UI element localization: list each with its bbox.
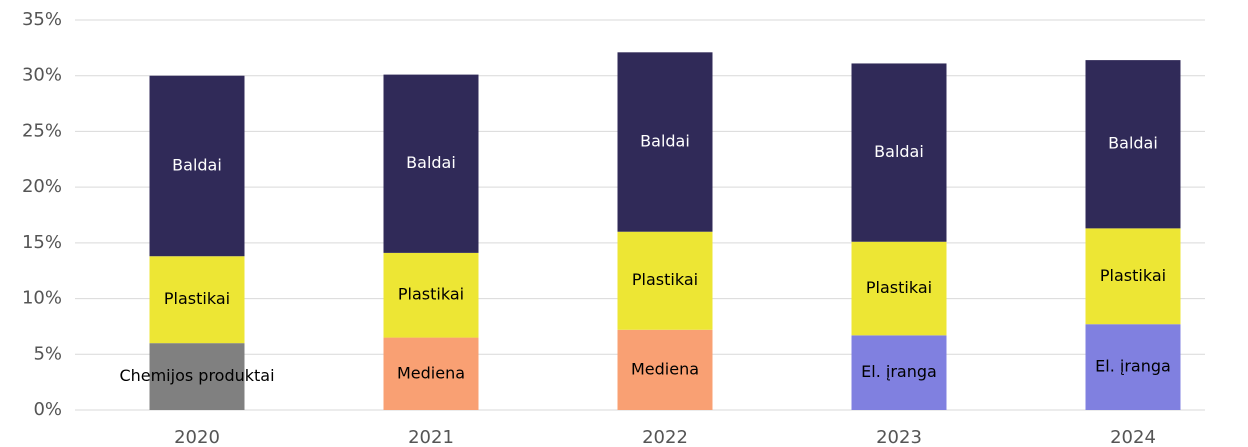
y-tick-label: 25% [22, 120, 62, 141]
bar-segment [851, 63, 947, 242]
bar-segment [149, 343, 245, 410]
bar-segment [1085, 228, 1181, 325]
bar-segment [617, 231, 713, 330]
segment-label: Baldai [1108, 134, 1158, 153]
y-tick-label: 0% [33, 399, 62, 420]
bar-segment [851, 241, 947, 336]
segment-label: Plastikai [866, 278, 932, 297]
segment-label: Plastikai [632, 270, 698, 289]
bar-segment [851, 335, 947, 410]
segment-label: Baldai [172, 155, 222, 174]
y-tick-label: 15% [22, 232, 62, 253]
y-tick-label: 20% [22, 176, 62, 197]
segment-label: Plastikai [1100, 266, 1166, 285]
segment-label: Mediena [631, 359, 699, 378]
y-tick-label: 35% [22, 9, 62, 30]
segment-label: Baldai [406, 153, 456, 172]
bar-segment [383, 74, 479, 253]
segment-label: El. įranga [1095, 357, 1171, 376]
segment-label: Baldai [874, 142, 924, 161]
bar-segment [383, 252, 479, 338]
y-tick-label: 5% [33, 343, 62, 364]
y-tick-label: 30% [22, 65, 62, 86]
x-tick-label: 2021 [408, 427, 454, 447]
segment-label: Baldai [640, 132, 690, 151]
bar-segment [149, 256, 245, 344]
bar-segment [383, 337, 479, 410]
bar-segment [1085, 324, 1181, 410]
x-tick-label: 2022 [642, 427, 688, 447]
segment-label: El. įranga [861, 362, 937, 381]
segment-label: Plastikai [398, 285, 464, 304]
bar-segment [149, 75, 245, 257]
x-tick-label: 2023 [876, 427, 922, 447]
segment-label: Mediena [397, 363, 465, 382]
segment-label: Chemijos produktai [119, 366, 274, 385]
segment-label: Plastikai [164, 289, 230, 308]
x-tick-label: 2024 [1110, 427, 1156, 447]
bar-segment [1085, 60, 1181, 229]
bar-segment [617, 52, 713, 232]
bar-segment [617, 329, 713, 410]
x-tick-label: 2020 [174, 427, 220, 447]
y-tick-label: 10% [22, 288, 62, 309]
